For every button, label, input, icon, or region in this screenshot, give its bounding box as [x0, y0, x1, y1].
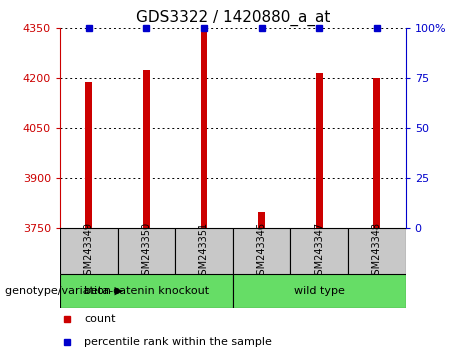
- Bar: [258, 212, 265, 228]
- Text: genotype/variation ▶: genotype/variation ▶: [5, 286, 123, 296]
- Bar: [85, 82, 92, 228]
- Bar: [201, 32, 207, 228]
- Text: count: count: [84, 314, 116, 325]
- Bar: [60, 274, 233, 308]
- Text: GSM243348: GSM243348: [372, 222, 382, 281]
- Bar: [373, 78, 380, 228]
- Bar: [60, 228, 118, 274]
- Text: percentile rank within the sample: percentile rank within the sample: [84, 337, 272, 348]
- Text: GSM243349: GSM243349: [84, 222, 94, 281]
- Bar: [118, 228, 175, 274]
- Text: GSM243347: GSM243347: [314, 222, 324, 281]
- Bar: [233, 228, 290, 274]
- Text: GSM243346: GSM243346: [257, 222, 266, 281]
- Text: GSM243350: GSM243350: [142, 222, 151, 281]
- Bar: [175, 228, 233, 274]
- Bar: [143, 70, 150, 228]
- Bar: [233, 274, 406, 308]
- Text: beta-catenin knockout: beta-catenin knockout: [84, 286, 209, 296]
- Bar: [290, 228, 348, 274]
- Text: wild type: wild type: [294, 286, 345, 296]
- Text: GSM243351: GSM243351: [199, 222, 209, 281]
- Bar: [348, 228, 406, 274]
- Bar: [316, 73, 323, 228]
- Title: GDS3322 / 1420880_a_at: GDS3322 / 1420880_a_at: [136, 9, 330, 25]
